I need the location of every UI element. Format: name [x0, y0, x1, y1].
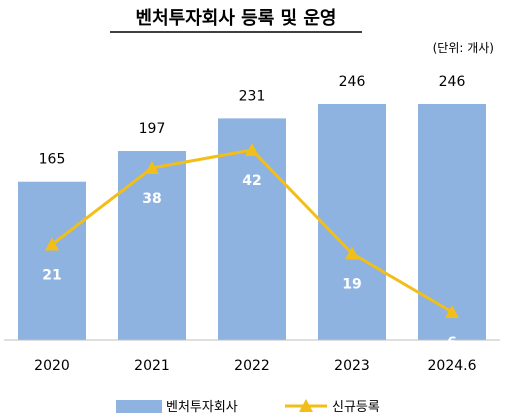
line-value-label: 42	[242, 173, 261, 189]
legend-label-bar: 벤처투자회사	[166, 400, 238, 415]
bar-value-label: 197	[139, 121, 166, 137]
line-point-2020	[45, 237, 59, 251]
bar-value-label: 231	[239, 88, 266, 104]
line-point-2023	[345, 246, 359, 260]
bar-value-label: 165	[39, 152, 66, 168]
chart-title: 벤처투자회사 등록 및 운영	[136, 8, 337, 29]
line-value-label: 21	[42, 268, 61, 284]
line-point-2024.6	[445, 305, 459, 318]
line-value-label: 6	[447, 335, 457, 351]
bar-value-label: 246	[439, 74, 466, 90]
bar-2020	[18, 181, 86, 340]
bars-layer: 165 197 231 246 246	[18, 74, 486, 340]
line-point-2022	[245, 143, 259, 156]
legend: 벤처투자회사 신규등록	[116, 399, 380, 415]
x-tick-label: 2020	[34, 358, 70, 374]
x-tick-label: 2023	[334, 358, 370, 374]
x-tick-label: 2024.6	[428, 358, 477, 374]
bar-2024.6	[418, 104, 486, 340]
line-point-2021	[145, 161, 159, 174]
legend-bar-swatch	[116, 400, 162, 413]
x-tick-label: 2022	[234, 358, 270, 374]
line-value-label: 38	[142, 191, 161, 207]
bar-2021	[118, 151, 186, 340]
x-tick-labels: 2020 2021 2022 2023 2024.6	[34, 358, 476, 374]
legend-label-line: 신규등록	[332, 400, 380, 415]
bar-2023	[318, 104, 386, 340]
x-tick-label: 2021	[134, 358, 170, 374]
legend-line-marker	[299, 399, 313, 412]
bar-value-label: 246	[339, 74, 366, 90]
line-series-layer: 21 38 42 19 6	[42, 143, 459, 351]
unit-note: (단위: 개사)	[433, 41, 494, 55]
line-value-label: 19	[342, 277, 361, 293]
